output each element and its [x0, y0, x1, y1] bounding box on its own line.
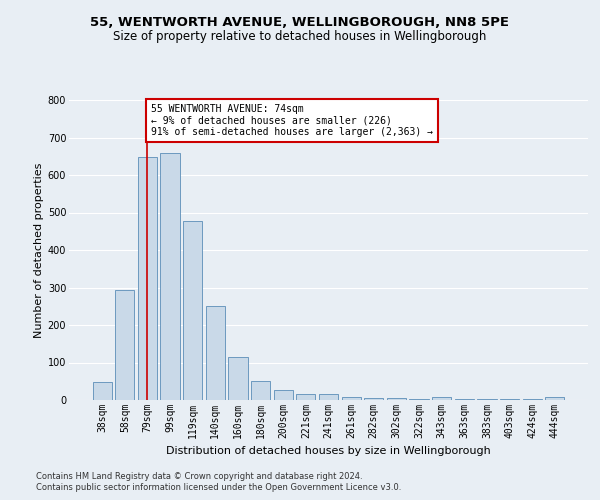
Bar: [274, 390, 293, 400]
Bar: [477, 399, 497, 400]
Bar: [92, 382, 112, 400]
Bar: [432, 398, 451, 400]
Bar: [409, 399, 428, 400]
Bar: [500, 399, 519, 400]
Bar: [455, 399, 474, 400]
X-axis label: Distribution of detached houses by size in Wellingborough: Distribution of detached houses by size …: [166, 446, 491, 456]
Text: Contains public sector information licensed under the Open Government Licence v3: Contains public sector information licen…: [36, 483, 401, 492]
Bar: [160, 152, 180, 400]
Bar: [251, 380, 270, 400]
Bar: [138, 157, 157, 400]
Bar: [115, 290, 134, 400]
Bar: [183, 221, 202, 400]
Bar: [523, 399, 542, 400]
Bar: [296, 394, 316, 400]
Y-axis label: Number of detached properties: Number of detached properties: [34, 162, 44, 338]
Bar: [319, 394, 338, 400]
Bar: [206, 306, 225, 400]
Text: 55 WENTWORTH AVENUE: 74sqm
← 9% of detached houses are smaller (226)
91% of semi: 55 WENTWORTH AVENUE: 74sqm ← 9% of detac…: [151, 104, 433, 137]
Bar: [545, 398, 565, 400]
Text: 55, WENTWORTH AVENUE, WELLINGBOROUGH, NN8 5PE: 55, WENTWORTH AVENUE, WELLINGBOROUGH, NN…: [91, 16, 509, 29]
Bar: [364, 398, 383, 400]
Text: Contains HM Land Registry data © Crown copyright and database right 2024.: Contains HM Land Registry data © Crown c…: [36, 472, 362, 481]
Bar: [341, 397, 361, 400]
Bar: [229, 357, 248, 400]
Bar: [387, 398, 406, 400]
Text: Size of property relative to detached houses in Wellingborough: Size of property relative to detached ho…: [113, 30, 487, 43]
